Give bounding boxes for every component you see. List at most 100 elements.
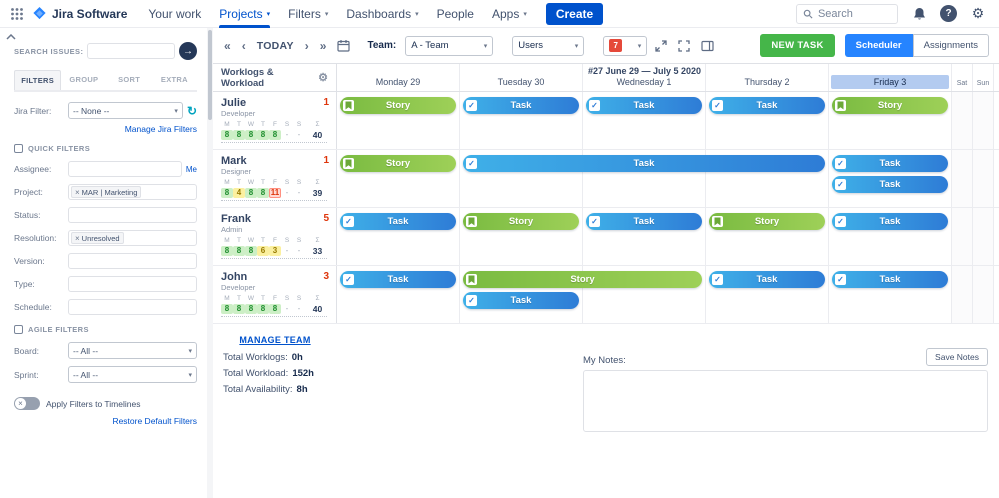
story-bar[interactable]: Story [340, 155, 456, 172]
settings-gear-icon[interactable]: ⚙ [971, 5, 985, 21]
sidebar-tabs: FILTERS GROUP SORT EXTRA [14, 70, 197, 92]
sidebar-scrollbar[interactable] [207, 28, 213, 498]
days-select[interactable]: 7 ▾ [603, 35, 648, 56]
task-bar[interactable]: ✓ Task [709, 97, 825, 114]
apply-filters-toggle[interactable]: × [14, 397, 40, 410]
hour-value: 8 [233, 246, 245, 256]
remove-tag-icon[interactable]: × [75, 187, 80, 197]
prev-week-button[interactable]: ‹ [241, 38, 246, 53]
hour-value: - [285, 246, 289, 255]
app-switcher-icon[interactable] [6, 3, 28, 25]
team-select[interactable]: A - Team ▾ [405, 35, 494, 56]
manage-team: MANAGE TEAM [213, 330, 337, 348]
story-bar[interactable]: Story [832, 97, 948, 114]
check-glyph: ✓ [837, 274, 844, 284]
chevron-down-icon: ▾ [483, 42, 488, 50]
manage-jira-filters-link[interactable]: Manage Jira Filters [124, 124, 197, 134]
tab-group[interactable]: GROUP [69, 75, 99, 84]
help-icon[interactable]: ? [940, 5, 957, 22]
task-bar[interactable]: ✓ Task [586, 213, 702, 230]
task-bar[interactable]: ✓ Task [832, 176, 948, 193]
day-header-friday-3[interactable]: Friday 3 [829, 64, 952, 91]
remove-tag-icon[interactable]: × [75, 233, 80, 243]
assignments-tab[interactable]: Assignments [912, 34, 989, 57]
story-bar[interactable]: Story [463, 271, 702, 288]
story-bar[interactable]: Story [709, 213, 825, 230]
task-bar[interactable]: ✓ Task [340, 271, 456, 288]
today-button[interactable]: TODAY [256, 39, 294, 52]
agile-select-board[interactable]: -- All -- ▾ [68, 342, 197, 359]
task-bar[interactable]: ✓ Task [832, 213, 948, 230]
task-bar[interactable]: ✓ Task [709, 271, 825, 288]
global-search-input[interactable] [817, 7, 891, 20]
restore-default-filters-link[interactable]: Restore Default Filters [112, 416, 197, 426]
task-bar[interactable]: ✓ Task [463, 155, 825, 172]
day-header-tuesday-30[interactable]: Tuesday 30 [460, 64, 583, 91]
nav-item-people[interactable]: People [428, 0, 483, 28]
nav-item-dashboards[interactable]: Dashboards ▾ [337, 0, 427, 28]
fast-prev-week-button[interactable]: « [224, 38, 231, 53]
scrollbar-thumb[interactable] [208, 30, 212, 120]
task-bar[interactable]: ✓ Task [463, 97, 579, 114]
filter-input-project[interactable]: × MAR | Marketing [68, 184, 197, 200]
notes-textarea[interactable] [583, 370, 988, 432]
hour-value: 8 [221, 130, 233, 140]
filter-input-version[interactable] [68, 253, 197, 269]
task-bar[interactable]: ✓ Task [832, 155, 948, 172]
task-bar[interactable]: ✓ Task [463, 292, 579, 309]
task-bar[interactable]: ✓ Task [586, 97, 702, 114]
expand-icon[interactable] [652, 37, 670, 55]
create-button[interactable]: Create [545, 2, 604, 25]
agile-select-sprint[interactable]: -- All -- ▾ [68, 366, 197, 383]
hour-value: 8 [233, 304, 245, 314]
fast-next-week-button[interactable]: » [319, 38, 327, 53]
collapse-sidebar-icon[interactable] [6, 32, 16, 42]
global-search[interactable] [796, 3, 898, 24]
task-bar[interactable]: ✓ Task [340, 213, 456, 230]
task-bar[interactable]: ✓ Task [832, 271, 948, 288]
jira-filter-select[interactable]: -- None -- ▾ [68, 102, 183, 119]
manage-team-link[interactable]: MANAGE TEAM [239, 335, 311, 345]
tab-extra[interactable]: EXTRA [160, 75, 188, 84]
chevron-down-icon: ▾ [574, 42, 579, 50]
calendar-icon[interactable] [334, 37, 352, 55]
nav-item-apps[interactable]: Apps ▾ [483, 0, 536, 28]
quick-filters-checkbox[interactable] [14, 144, 23, 153]
save-notes-button[interactable]: Save Notes [926, 348, 988, 366]
search-issues-input[interactable] [87, 43, 175, 59]
nav-item-filters[interactable]: Filters ▾ [279, 0, 337, 28]
filter-input-type[interactable] [68, 276, 197, 292]
assignee-me-link[interactable]: Me [185, 164, 197, 174]
tab-sort[interactable]: SORT [118, 75, 141, 84]
fullscreen-icon[interactable] [675, 37, 693, 55]
search-issues-submit-button[interactable]: → [179, 42, 197, 60]
filter-input-status[interactable] [68, 207, 197, 223]
story-bar[interactable]: Story [463, 213, 579, 230]
filter-input-schedule[interactable] [68, 299, 197, 315]
next-week-button[interactable]: › [304, 38, 309, 53]
agile-filters-checkbox[interactable] [14, 325, 23, 334]
panel-settings-gear-icon[interactable]: ⚙ [318, 72, 328, 84]
notifications-bell-icon[interactable] [908, 3, 930, 25]
tab-filters[interactable]: FILTERS [14, 70, 62, 90]
day-header-monday-29[interactable]: Monday 29 [337, 64, 460, 91]
filter-field-assignee: Assignee: Me [14, 161, 197, 177]
day-header-thursday-2[interactable]: Thursday 2 [706, 64, 829, 91]
user-cell[interactable]: 3 John Developer M 8 T 8 W 8 T 8 F 8 S - S - Σ 40 [213, 266, 337, 323]
user-cell[interactable]: 5 Frank Admin M 8 T 8 W 8 T 6 F 3 S - S - Σ 33 [213, 208, 337, 265]
nav-item-your-work[interactable]: Your work [139, 0, 210, 28]
story-bar[interactable]: Story [340, 97, 456, 114]
scheduler-tab[interactable]: Scheduler [844, 34, 913, 57]
refresh-filter-icon[interactable]: ↻ [186, 103, 197, 118]
jira-logo[interactable]: Jira Software [32, 6, 127, 21]
hours-total: 39 [312, 188, 323, 198]
users-select[interactable]: Users ▾ [512, 35, 585, 56]
user-cell[interactable]: 1 Mark Designer M 8 T 4 W 8 T 8 F 11 S - S - Σ 39 [213, 150, 337, 207]
day-header-wednesday-1[interactable]: Wednesday 1 [583, 64, 706, 91]
panel-layout-icon[interactable] [698, 37, 716, 55]
nav-item-projects[interactable]: Projects ▾ [210, 0, 279, 28]
filter-input-resolution[interactable]: × Unresolved [68, 230, 197, 246]
new-task-button[interactable]: NEW TASK [760, 34, 835, 57]
filter-input-assignee[interactable] [68, 161, 182, 177]
user-cell[interactable]: 1 Julie Developer M 8 T 8 W 8 T 8 F 8 S - S - Σ 40 [213, 92, 337, 149]
